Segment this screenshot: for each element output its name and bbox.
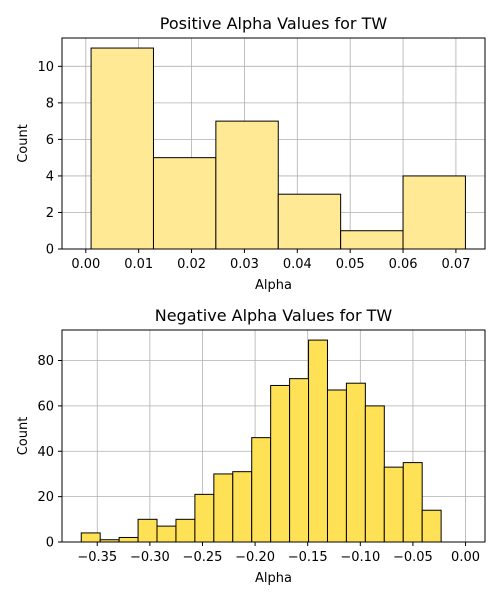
x-tick-label: −0.30 [130, 550, 170, 565]
x-ticks: −0.35 −0.30 −0.25 −0.20 −0.15 −0.10 −0.05 0.00 [77, 542, 480, 565]
x-tick-label: 0.00 [71, 257, 100, 272]
histogram-bar [383, 466, 404, 543]
y-ticks: 0 2 4 6 8 10 [37, 60, 62, 258]
histogram-bar [270, 384, 291, 543]
x-tick-label: 0.00 [451, 550, 480, 565]
histogram-bar [194, 493, 215, 543]
x-axis-label: Alpha [255, 571, 292, 586]
chart-title: Negative Alpha Values for TW [155, 306, 393, 325]
x-tick-label: −0.15 [288, 550, 328, 565]
x-tick-label: −0.10 [340, 550, 380, 565]
y-axis-label: Count [16, 417, 31, 456]
x-axis-label: Alpha [255, 278, 292, 293]
x-tick-label: −0.25 [183, 550, 223, 565]
histogram-bar [137, 518, 158, 543]
histogram-bar [152, 157, 217, 250]
negative-alpha-histogram: Negative Alpha Values for TW −0.35 −0.30−… [16, 306, 486, 586]
x-tick-label: 0.06 [389, 257, 418, 272]
histogram-bar [118, 536, 139, 543]
histogram-bar [80, 532, 101, 543]
y-tick-label: 6 [46, 133, 54, 148]
histogram-bar [402, 175, 466, 250]
x-tick-label: 0.05 [336, 257, 365, 272]
histogram-bar [364, 405, 385, 543]
plot-frame [61, 329, 486, 543]
x-tick-label: 0.03 [230, 257, 259, 272]
histogram-bar [421, 509, 442, 543]
y-tick-label: 8 [46, 96, 54, 111]
x-tick-label: −0.05 [393, 550, 433, 565]
histogram-bar [289, 378, 310, 543]
bars [90, 47, 466, 250]
histogram-bar [156, 525, 177, 543]
histogram-bar [340, 230, 404, 250]
histogram-bar [215, 120, 279, 250]
histogram-bar [232, 471, 253, 543]
histogram-bar [345, 382, 366, 543]
y-tick-label: 0 [46, 536, 54, 551]
plot-frame [61, 37, 486, 250]
y-tick-label: 4 [46, 169, 54, 184]
y-axis-label: Count [16, 124, 31, 163]
histogram-bar [326, 389, 347, 543]
chart-title: Positive Alpha Values for TW [160, 14, 388, 33]
histogram-bar [277, 193, 342, 250]
x-tick-label: 0.07 [441, 257, 470, 272]
y-tick-label: 80 [37, 354, 54, 369]
y-tick-label: 60 [37, 399, 54, 414]
histogram-bar [251, 437, 272, 543]
x-tick-label: 0.01 [124, 257, 153, 272]
y-tick-label: 10 [37, 60, 54, 75]
x-tick-label: 0.02 [177, 257, 206, 272]
y-tick-label: 20 [37, 490, 54, 505]
histogram-bar [213, 473, 234, 543]
x-tick-label: −0.35 [77, 550, 117, 565]
positive-alpha-histogram: Positive Alpha Values for TW 0.00 0.01 0.0… [16, 14, 486, 293]
x-ticks: 0.00 0.01 0.02 0.03 0.04 0.05 0.06 0.07 [71, 249, 470, 272]
x-tick-label: 0.04 [283, 257, 312, 272]
y-tick-label: 2 [46, 206, 54, 221]
histogram-bar [175, 518, 196, 543]
histogram-bar [308, 339, 328, 543]
histogram-bar [402, 462, 423, 543]
y-ticks: 0 20 40 60 80 [37, 354, 62, 551]
x-tick-label: −0.20 [235, 550, 275, 565]
histogram-bar [90, 47, 154, 250]
bars [80, 339, 442, 543]
y-tick-label: 0 [46, 243, 54, 258]
y-tick-label: 40 [37, 445, 54, 460]
